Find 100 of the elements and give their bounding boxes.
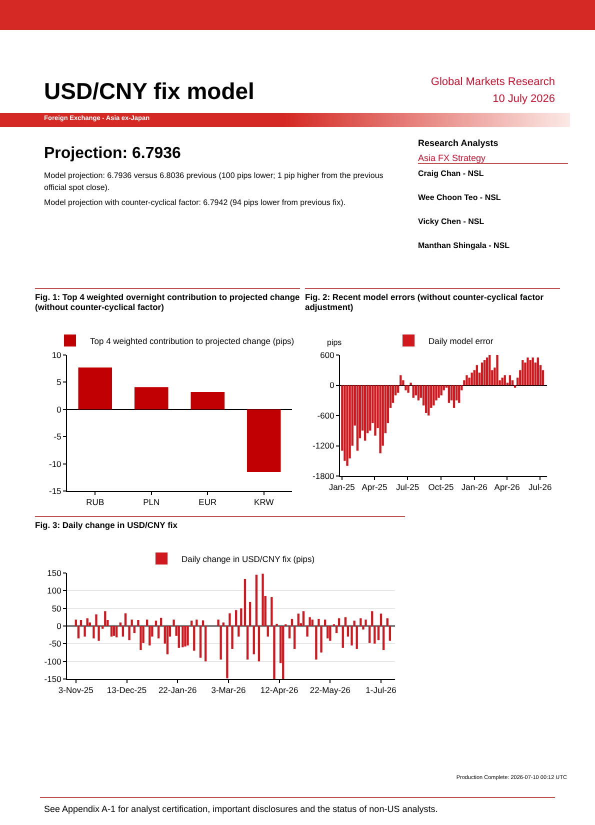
bar	[315, 626, 318, 660]
bar	[501, 378, 504, 386]
bar	[154, 620, 158, 626]
bar	[448, 385, 450, 403]
y-tick-label: 5	[56, 377, 62, 388]
bar	[204, 626, 207, 662]
bar	[306, 626, 308, 637]
chart-title: Fig. 3: Daily change in USD/CNY fix	[35, 516, 405, 530]
bar	[377, 626, 380, 640]
bar	[220, 626, 222, 660]
bar	[480, 362, 484, 386]
bar	[344, 617, 346, 626]
bar	[255, 574, 258, 626]
chart-title: Fig. 2: Recent model errors (without counter-cyclical factor adjustment)	[305, 288, 560, 312]
x-tick-label: 3-Nov-25	[58, 685, 94, 696]
bar	[74, 620, 77, 626]
bar	[92, 626, 95, 638]
bar	[417, 385, 420, 400]
y-tick-label: 50	[52, 603, 62, 614]
bar	[288, 626, 291, 638]
x-tick-label: Apr-26	[494, 482, 520, 492]
legend-label: Daily change in USD/CNY fix (pips)	[182, 554, 315, 564]
bar	[364, 620, 367, 626]
bar	[112, 626, 116, 636]
bar	[293, 626, 296, 649]
bar	[266, 626, 269, 637]
y-tick-label: 0	[56, 620, 62, 631]
bar	[424, 385, 428, 413]
bar	[311, 620, 314, 626]
bar	[182, 626, 184, 648]
bar	[172, 620, 175, 626]
bar	[235, 610, 238, 626]
bar	[504, 375, 506, 386]
bar	[290, 618, 294, 626]
text: Asia FX Strategy	[418, 153, 568, 164]
y-tick-label: -5	[54, 432, 62, 442]
y-tick-label: -600	[317, 410, 335, 420]
bar	[404, 385, 407, 390]
bar	[178, 626, 180, 648]
bar	[122, 626, 124, 637]
bar	[297, 614, 300, 626]
bar	[356, 385, 359, 451]
x-tick-label: 1-Jul-26	[366, 685, 397, 696]
x-tick-label: 13-Dec-25	[106, 685, 147, 696]
bar	[217, 620, 220, 626]
y-tick-label: -10	[49, 458, 62, 469]
x-tick-label: 12-Apr-26	[260, 685, 298, 696]
legend-label: Top 4 weighted contribution to projected change (pips)	[90, 336, 294, 346]
bar	[137, 620, 140, 626]
bar	[374, 626, 376, 644]
bar	[458, 385, 460, 403]
bar	[222, 622, 224, 626]
y-tick-label: 0	[56, 404, 62, 414]
y-tick-label: 600	[320, 350, 335, 360]
bar	[231, 626, 234, 649]
bar	[369, 385, 372, 431]
bar	[514, 385, 516, 388]
bar	[140, 626, 142, 650]
bar	[382, 626, 385, 650]
bar	[379, 385, 382, 454]
bar	[508, 375, 512, 386]
bar	[353, 620, 356, 626]
bar	[326, 626, 329, 638]
y-tick-label: -50	[49, 638, 62, 649]
bar	[522, 360, 524, 386]
bar	[356, 626, 358, 649]
bar	[244, 579, 246, 626]
text: Craig Chan - NSL	[418, 169, 484, 178]
bar	[371, 611, 374, 626]
x-tick-label: 22-Jan-26	[158, 685, 198, 696]
bar	[438, 385, 440, 398]
bar	[428, 385, 430, 416]
y-tick-label: 10	[52, 350, 62, 360]
text: 10 July 2026	[492, 93, 555, 105]
bar	[246, 626, 249, 660]
bar	[119, 622, 122, 626]
bar	[388, 626, 391, 641]
bar	[320, 626, 322, 652]
y-tick-label: 100	[47, 586, 62, 596]
bar	[262, 574, 264, 626]
bar	[386, 618, 388, 626]
bar	[483, 360, 486, 386]
x-tick-label: 22-May-26	[310, 685, 351, 696]
bar	[80, 620, 82, 626]
bar	[440, 385, 442, 396]
bar	[77, 626, 80, 638]
bar	[308, 617, 311, 626]
bar	[470, 372, 473, 386]
bar	[397, 385, 400, 393]
bar	[124, 613, 127, 626]
bar	[324, 620, 326, 626]
y-tick-label: -100	[44, 656, 62, 666]
bar	[302, 611, 305, 626]
y-tick-label: -15	[49, 486, 62, 496]
bar	[282, 626, 284, 679]
bar	[134, 387, 168, 410]
bar	[199, 626, 202, 658]
bar	[496, 355, 498, 386]
text: Projection: 6.7936	[44, 145, 181, 163]
bar	[258, 626, 260, 662]
